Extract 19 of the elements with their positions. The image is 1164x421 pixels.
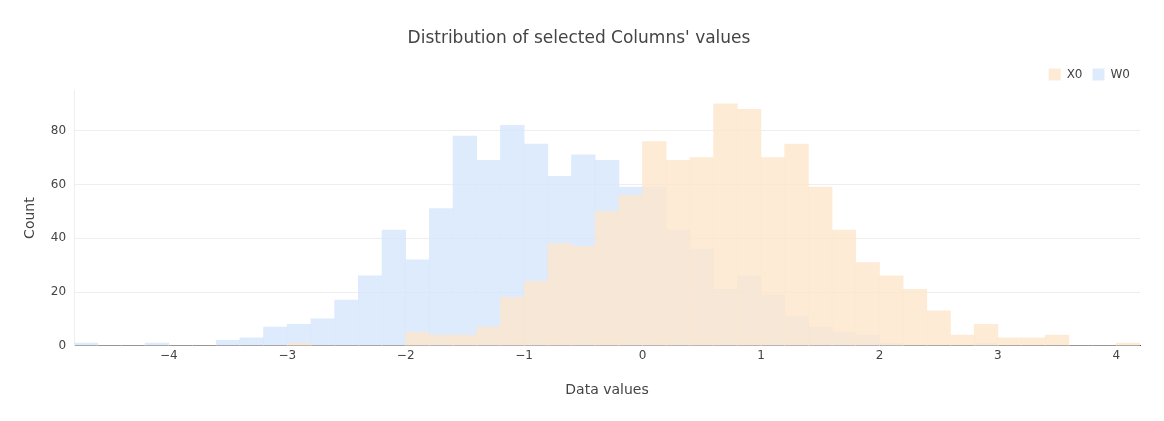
y-axis-title: Count: [21, 196, 38, 239]
chart-title: Distribution of selected Columns' values: [407, 26, 751, 47]
y-tick-label: 0: [58, 337, 67, 352]
y-tick-label: 80: [50, 122, 67, 137]
x-tick-label: 0: [638, 348, 647, 363]
x-tick-label: 4: [1112, 348, 1121, 363]
y-tick-label: 60: [50, 176, 67, 191]
x-tick-label: 1: [757, 348, 765, 363]
x-tick-label: −2: [396, 348, 415, 363]
legend-label: W0: [1110, 66, 1130, 81]
x-tick-label: 3: [994, 348, 1002, 363]
x-tick-label: −1: [515, 348, 533, 363]
x-tick-label: −4: [159, 348, 178, 363]
x-tick-label: −3: [278, 348, 297, 363]
y-tick-label: 40: [50, 230, 67, 245]
x-tick-label: 2: [875, 348, 884, 363]
y-tick-label: 20: [50, 284, 67, 299]
x-axis-title: Data values: [565, 381, 649, 398]
legend-label: X0: [1066, 66, 1083, 81]
